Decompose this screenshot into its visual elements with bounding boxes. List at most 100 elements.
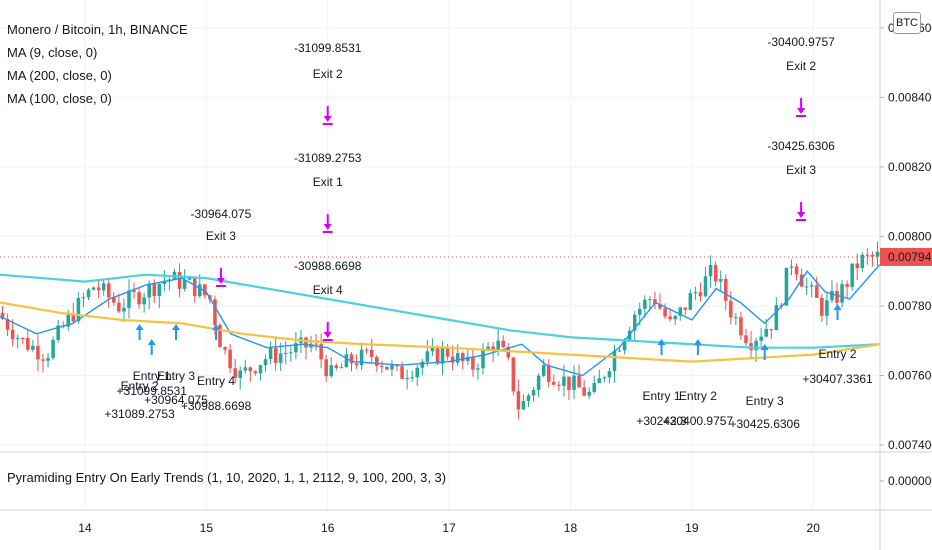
exit-arrow-icon — [797, 108, 806, 114]
legend-ma100[interactable]: MA (100, close, 0) — [7, 91, 112, 106]
entry-value: +31099.8531 — [117, 384, 188, 398]
entry-value: +31089.2753 — [104, 407, 175, 421]
candle-body — [511, 357, 516, 392]
exit-arrow-icon — [216, 278, 225, 284]
candle-body — [673, 315, 677, 320]
candle-body — [319, 344, 323, 360]
candle-body — [187, 277, 192, 280]
candle-body — [162, 280, 167, 285]
candle-body — [491, 346, 495, 351]
candle-body — [496, 340, 500, 351]
entry-label: Entry 2 — [679, 389, 717, 403]
candle-body — [602, 377, 607, 379]
candle-body — [132, 290, 136, 293]
candle-body — [683, 307, 688, 310]
entry-label: Entry 3 — [157, 369, 195, 383]
entry-label: Entry 2 — [819, 347, 857, 361]
ma100-line — [0, 301, 881, 363]
ma9-line — [0, 263, 881, 377]
entry-value: +30400.9757 — [663, 414, 734, 428]
entry-arrow-icon — [760, 344, 769, 350]
candle-body — [774, 305, 779, 331]
candle-body — [76, 297, 81, 322]
candle-body — [243, 367, 248, 371]
candle-body — [203, 284, 207, 296]
candle-body — [804, 286, 809, 288]
entry-value: +30425.6306 — [729, 417, 800, 431]
candle-body — [820, 297, 824, 316]
entry-label: Entry 3 — [746, 394, 784, 408]
candle-body — [455, 353, 460, 363]
entry-value: +30964.075 — [144, 393, 208, 407]
candle-body — [213, 299, 217, 325]
candle-body — [643, 299, 647, 309]
entry-label: Entry 1 — [643, 389, 681, 403]
candle-body — [521, 400, 526, 410]
candle-body — [96, 287, 101, 291]
candle-body — [622, 339, 627, 351]
candle-body — [20, 337, 25, 339]
candle-body — [739, 317, 743, 336]
indicator-label[interactable]: Pyramiding Entry On Early Trends (1, 10,… — [7, 470, 447, 485]
entry-arrow-icon — [212, 324, 221, 330]
candle-body — [425, 351, 430, 362]
candle-body — [668, 316, 672, 320]
time-tick-label: 16 — [321, 521, 335, 535]
candle-body — [865, 254, 870, 256]
time-tick-label: 17 — [442, 521, 456, 535]
candle-body — [198, 284, 202, 297]
candle-body — [400, 366, 404, 379]
candle-body — [855, 263, 860, 269]
candle-body — [258, 365, 263, 374]
legend-ma9[interactable]: MA (9, close, 0) — [7, 45, 98, 60]
entry-arrow-icon — [833, 304, 842, 310]
candle-body — [501, 340, 505, 348]
candle-body — [572, 375, 576, 390]
candle-body — [531, 389, 536, 396]
candle-body — [283, 352, 288, 354]
candle-body — [354, 363, 359, 366]
candle-body — [349, 354, 354, 364]
candle-body — [15, 337, 20, 340]
candle-body — [294, 343, 298, 353]
candle-body — [0, 312, 5, 319]
candle-body — [359, 349, 364, 366]
candle-body — [450, 356, 455, 363]
candle-body — [177, 271, 182, 289]
exit-value: -31089.2753 — [294, 151, 362, 165]
candle-body — [552, 381, 556, 385]
candle-body — [476, 368, 480, 370]
candle-body — [769, 328, 774, 331]
currency-badge[interactable]: BTC — [893, 12, 921, 34]
candle-body — [405, 378, 409, 380]
candle-body — [263, 359, 268, 366]
candle-body — [754, 340, 758, 351]
candle-body — [460, 353, 465, 361]
entry-arrow-icon — [657, 339, 666, 345]
candle-body — [835, 290, 839, 303]
candle-body — [582, 387, 586, 396]
candle-body — [46, 357, 50, 361]
entry-value: +30988.6698 — [181, 399, 252, 413]
time-tick-label: 18 — [564, 521, 578, 535]
indicator-tick-label: 0.000000 — [888, 474, 932, 488]
entry-arrow-icon — [693, 339, 702, 345]
candle-body — [228, 349, 232, 369]
candle-body — [698, 292, 703, 297]
legend-ma200[interactable]: MA (200, close, 0) — [7, 68, 112, 83]
candle-body — [587, 391, 591, 396]
candle-body — [106, 283, 111, 298]
candle-body — [142, 297, 146, 305]
candle-body — [51, 339, 55, 358]
candle-body — [304, 337, 308, 348]
candle-body — [314, 343, 318, 345]
candle-body — [653, 299, 657, 305]
candle-body — [481, 349, 485, 369]
entry-value: +30407.3361 — [802, 372, 873, 386]
candle-body — [369, 349, 374, 357]
time-tick-label: 19 — [685, 521, 699, 535]
